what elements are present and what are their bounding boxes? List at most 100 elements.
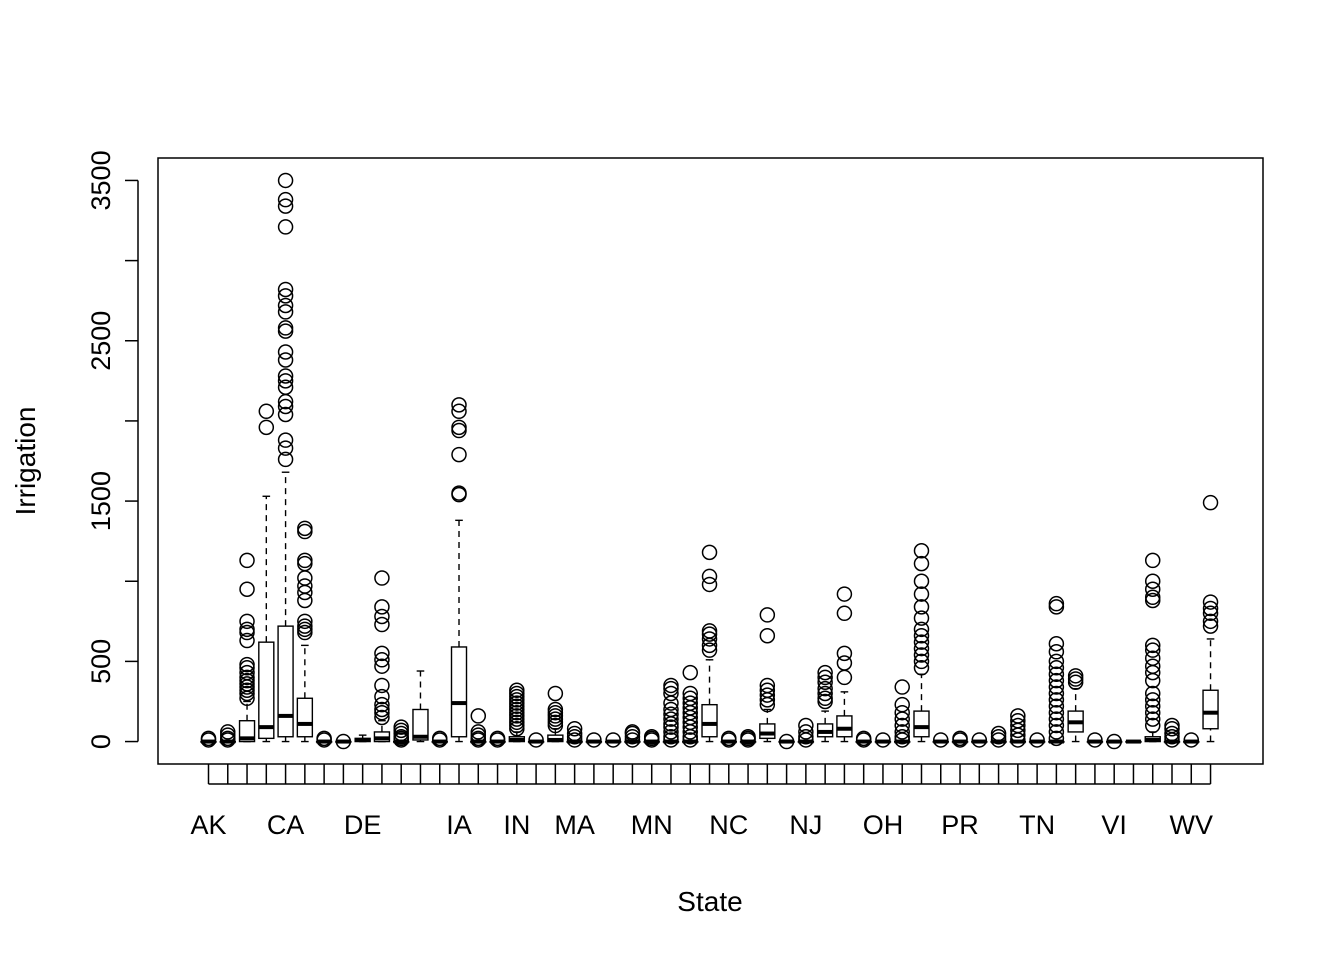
outlier-point [1202, 618, 1219, 634]
outlier-point [836, 655, 853, 671]
outlier-point [894, 724, 910, 740]
outlier-point [643, 728, 660, 745]
box-iqr [277, 625, 294, 738]
box-iqr [450, 646, 468, 738]
box-group [951, 730, 969, 748]
outlier-point [817, 685, 833, 702]
outlier-point [624, 724, 641, 740]
box-group [1067, 668, 1084, 743]
box-group [585, 732, 603, 748]
outlier-point [297, 570, 313, 586]
outlier-point [798, 728, 814, 745]
outlier-point [239, 581, 255, 598]
outlier-point [663, 711, 679, 727]
outlier-point [701, 568, 718, 585]
y-tick-label: 3500 [86, 150, 116, 210]
y-tick-label: 1500 [86, 471, 116, 531]
box-group [894, 679, 911, 748]
outlier-point [817, 664, 833, 681]
outlier-point [817, 693, 833, 710]
x-tick-label: VI [1101, 810, 1127, 840]
outlier-point [239, 669, 255, 686]
box-group [1183, 732, 1200, 748]
outlier-point [1144, 589, 1161, 606]
outlier-point [297, 621, 313, 638]
outlier-point [1048, 704, 1065, 721]
x-tick-label: CA [267, 810, 305, 840]
outlier-point [374, 688, 390, 705]
outlier-point [933, 732, 949, 748]
box-group [393, 719, 410, 748]
outlier-point [277, 191, 294, 208]
outlier-point [913, 555, 930, 572]
outlier-point [297, 592, 313, 609]
outlier-point [374, 696, 390, 713]
outlier-point [297, 613, 313, 630]
outlier-point [374, 652, 390, 668]
outlier-point [1048, 653, 1065, 670]
outlier-point [913, 653, 930, 670]
box-group [816, 664, 834, 743]
outlier-point [1010, 717, 1026, 734]
box-group [296, 520, 314, 743]
outlier-point [277, 297, 294, 314]
box-group [315, 730, 333, 748]
outlier-point [682, 664, 698, 681]
outlier-point [374, 701, 390, 718]
box-iqr [759, 723, 776, 740]
outlier-point [220, 724, 236, 740]
outlier-point [1010, 712, 1026, 729]
outlier-point [1067, 671, 1084, 687]
outlier-point [759, 687, 776, 703]
outlier-point [663, 677, 679, 694]
box-iqr [913, 710, 930, 738]
outlier-point [451, 397, 467, 413]
outlier-point [1048, 685, 1065, 702]
outlier-point [277, 406, 294, 423]
box-group [874, 732, 892, 748]
box-group [412, 670, 429, 743]
outlier-point [547, 701, 564, 718]
outlier-point [721, 730, 737, 747]
outlier-point [952, 730, 968, 747]
outlier-point [836, 645, 853, 662]
outlier-point [258, 403, 275, 420]
box-group [1048, 595, 1065, 747]
x-tick-label: WV [1170, 810, 1214, 840]
x-axis: AK CA DE IA IN MA MN NC NJ OH PR TN VI WV [190, 764, 1213, 840]
outlier-point [566, 725, 583, 742]
outlier-point [1202, 494, 1219, 511]
outlier-point [759, 607, 776, 623]
outlier-point [913, 543, 930, 559]
outlier-point [451, 419, 467, 436]
outlier-point [277, 281, 294, 298]
outlier-point [1048, 672, 1065, 689]
box-group [797, 717, 815, 748]
outlier-point [1048, 666, 1065, 682]
box-group [643, 728, 660, 748]
y-axis: 0 500 1500 2500 3500 [86, 150, 139, 749]
outlier-point [297, 523, 313, 540]
outlier-point [374, 658, 390, 674]
outlier-point [1048, 724, 1065, 740]
box-group [431, 730, 448, 748]
outlier-point [277, 432, 294, 448]
outlier-point [836, 586, 853, 602]
outlier-point [682, 695, 698, 711]
outlier-point [894, 704, 910, 721]
box-group [682, 664, 699, 748]
outlier-point [258, 419, 275, 436]
outlier-point [971, 732, 988, 748]
box-iqr [258, 641, 275, 740]
outlier-point [701, 576, 718, 593]
outlier-point [277, 344, 294, 360]
outlier-point [1067, 668, 1084, 684]
outlier-point [1183, 732, 1200, 748]
x-tick-label: TN [1019, 810, 1055, 840]
outlier-point [277, 323, 294, 339]
outlier-point [1144, 717, 1161, 734]
outlier-point [374, 616, 390, 633]
x-tick-label: OH [863, 810, 904, 840]
x-tick-label: IN [503, 810, 530, 840]
outlier-point [894, 696, 910, 713]
